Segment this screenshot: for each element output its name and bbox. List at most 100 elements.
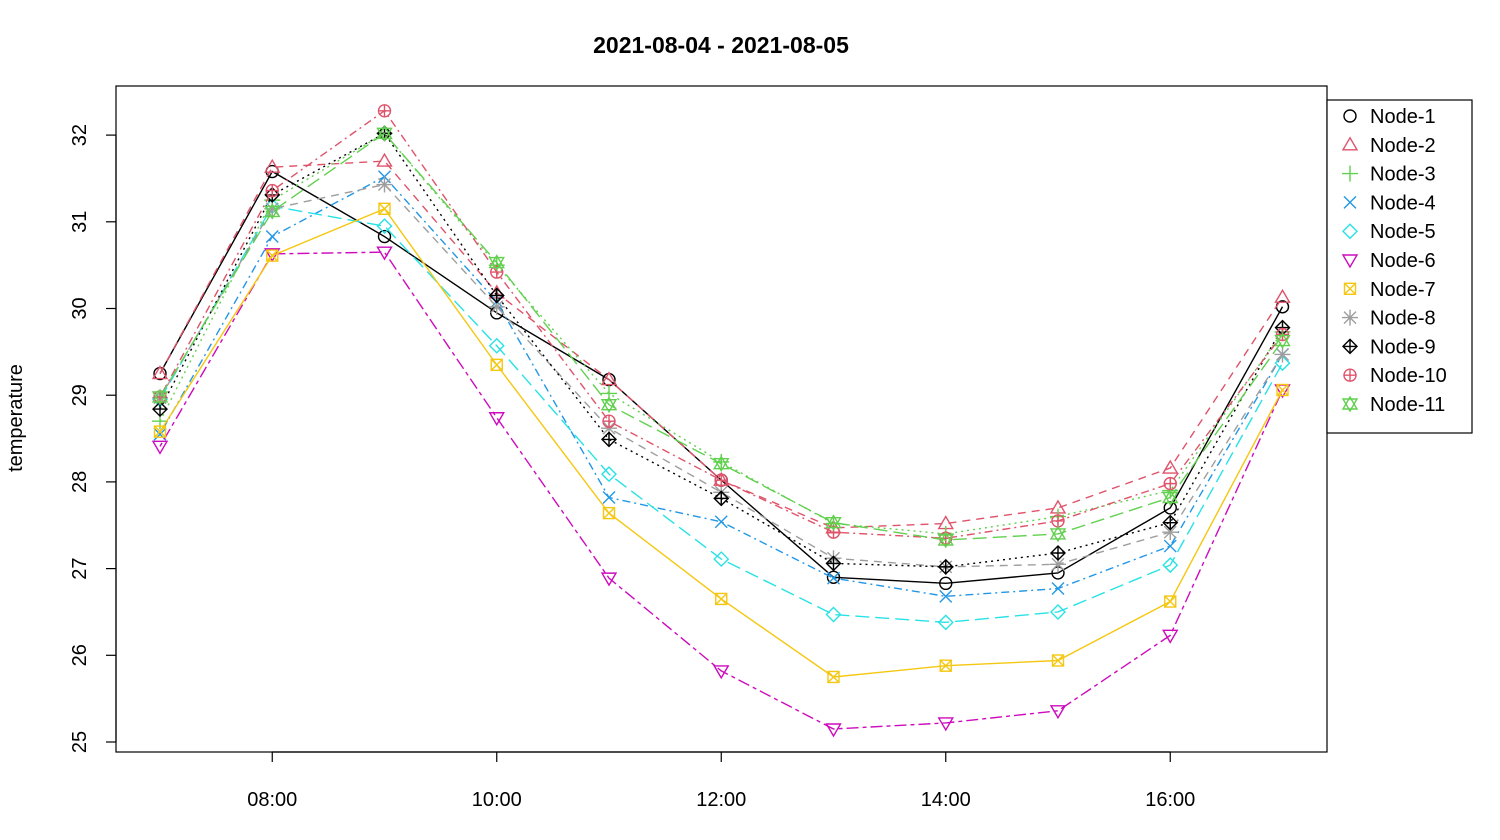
- legend-box: [1326, 99, 1473, 434]
- legend-item: Node-3: [1342, 164, 1436, 186]
- data-point: [937, 614, 954, 631]
- data-point: [825, 555, 842, 572]
- legend-marker: [1342, 309, 1358, 326]
- y-tick-label: 25: [69, 731, 91, 753]
- data-point: [714, 473, 728, 487]
- legend-item: Node-10: [1343, 365, 1447, 387]
- data-point: [602, 506, 616, 520]
- data-point: [939, 659, 952, 672]
- legend-item: Node-7: [1343, 279, 1436, 301]
- legend-item: Node-11: [1341, 394, 1445, 416]
- data-point: [1050, 603, 1066, 620]
- legend-label: Node-6: [1370, 250, 1436, 272]
- data-point: [827, 571, 840, 585]
- series-line: [159, 183, 1284, 568]
- series-line: [159, 251, 1284, 730]
- legend-marker: [1343, 109, 1357, 123]
- data-point: [939, 589, 953, 603]
- y-tick-label: 27: [69, 557, 91, 579]
- data-point: [264, 158, 281, 173]
- data-point: [264, 200, 281, 217]
- series-line: [159, 205, 1284, 624]
- legend-label: Node-5: [1370, 221, 1436, 243]
- series-node-6: [151, 246, 1291, 738]
- data-point: [265, 183, 279, 198]
- series-node-7: [153, 202, 1289, 684]
- data-point: [1050, 556, 1066, 573]
- series-node-11: [151, 124, 1291, 549]
- data-point: [1164, 595, 1177, 608]
- legend-label: Node-9: [1370, 336, 1436, 358]
- x-tick-label: 12:00: [696, 789, 746, 811]
- data-point: [1049, 705, 1067, 720]
- series-line: [159, 175, 1284, 598]
- legend-item: Node-4: [1343, 192, 1436, 214]
- x-tick-label: 16:00: [1145, 789, 1195, 811]
- data-point: [376, 152, 393, 167]
- data-point: [713, 490, 730, 507]
- data-point: [151, 365, 169, 380]
- series-line: [159, 207, 1284, 678]
- y-tick-label: 31: [69, 211, 91, 233]
- x-tick-label: 14:00: [921, 789, 971, 811]
- data-point: [266, 249, 279, 262]
- y-tick-label: 29: [69, 384, 91, 406]
- data-point: [827, 670, 840, 684]
- data-point: [376, 176, 393, 193]
- legend-marker: [1341, 254, 1359, 269]
- data-point: [377, 104, 392, 118]
- data-point: [602, 491, 616, 505]
- data-point: [825, 514, 842, 532]
- data-point: [1274, 346, 1291, 363]
- legend-marker: [1341, 395, 1359, 413]
- data-point: [600, 572, 618, 587]
- legend-item: Node-1: [1343, 106, 1436, 128]
- legend-marker: [1342, 338, 1358, 355]
- data-point: [937, 558, 954, 575]
- legend-label: Node-1: [1370, 106, 1436, 128]
- data-point: [825, 723, 842, 738]
- data-point: [713, 551, 730, 568]
- data-point: [490, 358, 503, 372]
- legend-label: Node-2: [1370, 135, 1436, 157]
- data-point: [1051, 582, 1065, 596]
- data-point: [488, 254, 505, 271]
- data-point: [713, 455, 730, 473]
- y-tick-label: 26: [69, 644, 91, 666]
- data-point: [1162, 514, 1179, 531]
- data-point: [937, 531, 954, 549]
- legend-marker: [1342, 165, 1358, 182]
- data-point: [601, 431, 617, 448]
- data-point: [1049, 525, 1067, 543]
- legend-item: Node-8: [1342, 308, 1436, 330]
- data-point: [1274, 355, 1291, 372]
- data-point: [601, 420, 617, 437]
- data-point: [1274, 288, 1291, 303]
- data-point: [601, 466, 617, 483]
- legend-marker: [1343, 195, 1357, 209]
- series-node-10: [153, 104, 1290, 545]
- series-node-1: [153, 164, 1290, 591]
- legend-marker: [1343, 368, 1357, 382]
- data-point: [1162, 459, 1179, 474]
- data-point: [1162, 629, 1179, 644]
- data-point: [376, 246, 393, 261]
- data-point: [378, 202, 391, 215]
- y-tick-label: 30: [69, 297, 91, 319]
- data-point: [1051, 654, 1065, 667]
- series-layer: [151, 104, 1291, 738]
- data-point: [600, 396, 618, 414]
- data-point: [825, 606, 842, 623]
- data-point: [600, 371, 618, 386]
- data-point: [153, 425, 167, 438]
- data-point: [377, 229, 392, 244]
- data-point: [488, 298, 505, 315]
- y-axis-label: temperature: [5, 364, 27, 472]
- data-point: [1162, 489, 1179, 506]
- series-node-5: [152, 198, 1291, 631]
- data-point: [1050, 545, 1066, 561]
- data-point: [488, 412, 505, 427]
- data-point: [151, 388, 169, 406]
